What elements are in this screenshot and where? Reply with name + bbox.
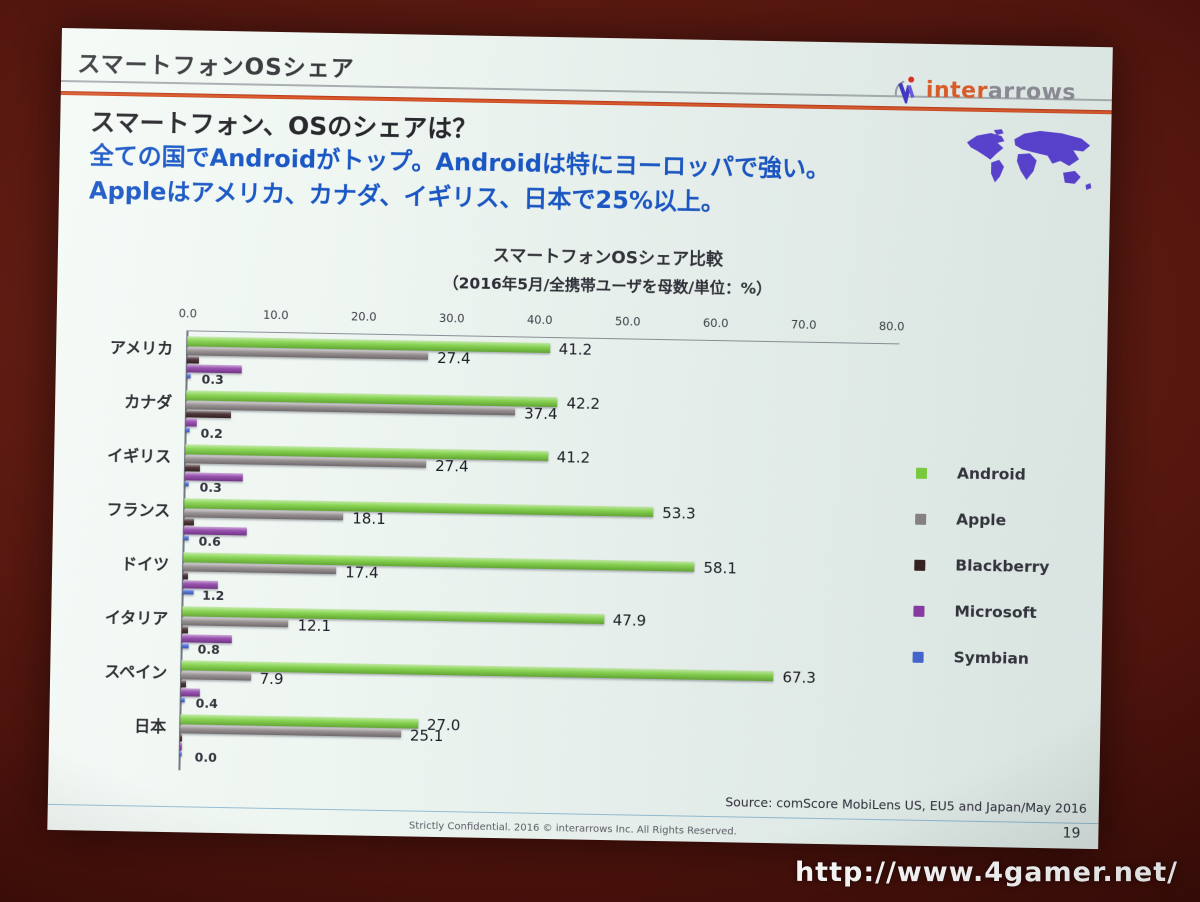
symbian-bar: [181, 643, 189, 649]
x-axis-tick: 10.0: [262, 307, 289, 323]
logo-wordmark: interarrows: [926, 77, 1077, 105]
symbian-bar: [186, 373, 191, 379]
slide-header-title: スマートフォンOSシェア: [77, 51, 355, 83]
blackberry-bar: [180, 680, 187, 688]
symbian-value-label: 1.2: [202, 587, 225, 604]
android-value-label: 53.3: [662, 504, 696, 523]
blackberry-bar: [186, 356, 200, 364]
x-axis-tick: 0.0: [178, 306, 198, 321]
apple-value-label: 12.1: [297, 616, 332, 636]
x-axis-tick: 30.0: [438, 310, 465, 326]
x-axis-tick: 60.0: [702, 315, 729, 331]
logo-text-inter: inter: [925, 77, 989, 104]
symbian-bar: [182, 589, 194, 595]
android-value-label: 67.3: [782, 668, 817, 687]
legend-item: Blackberry: [914, 556, 1050, 604]
apple-bar: [183, 563, 337, 575]
slide-surface: スマートフォンOSシェア interarrows スマートフ: [47, 28, 1113, 850]
apple-value-label: 27.4: [436, 348, 471, 368]
legend-label: Symbian: [953, 648, 1030, 668]
legend-swatch-android-icon: [915, 467, 928, 479]
symbian-value-label: 0.4: [195, 695, 218, 711]
x-axis-tick: 80.0: [878, 319, 905, 334]
blackberry-bar: [185, 410, 231, 419]
legend-swatch-microsoft-icon: [913, 605, 925, 617]
blackberry-bar: [183, 518, 194, 526]
blackberry-bar: [184, 464, 200, 472]
legend-label: Apple: [955, 510, 1007, 530]
android-value-label: 41.2: [556, 448, 591, 467]
x-axis-ticks: 0.0 10.0 20.0 30.0 40.0 50.0 60.0 70.0 80.0: [179, 306, 905, 335]
category-label: カナダ: [123, 392, 173, 413]
category-label: イタリア: [104, 607, 169, 629]
symbian-value-label: 0.8: [197, 641, 220, 657]
android-value-label: 47.9: [612, 611, 647, 630]
microsoft-bar: [179, 742, 182, 751]
x-axis-tick: 20.0: [350, 309, 377, 324]
android-value-label: 42.2: [566, 394, 601, 413]
blackberry-bar: [179, 734, 182, 742]
bar-chart-plot-area: アメリカ 41.2 27.4 0.3 カナダ 42.2 37.4 0.2 イギリス 41.2 27.…: [104, 330, 899, 789]
apple-value-label: 37.4: [523, 404, 558, 424]
apple-value-label: 17.4: [345, 563, 379, 582]
legend-label: Android: [956, 464, 1026, 484]
legend-item: Android: [915, 464, 1051, 512]
symbian-bar: [180, 697, 185, 703]
legend-label: Microsoft: [954, 602, 1037, 622]
x-axis-tick: 50.0: [614, 314, 641, 329]
symbian-value-label: 0.3: [199, 479, 222, 496]
x-axis-tick: 40.0: [526, 312, 553, 328]
category-label: フランス: [106, 499, 171, 521]
apple-value-label: 18.1: [352, 509, 386, 529]
apple-bar: [182, 617, 289, 628]
symbian-value-label: 0.6: [198, 533, 221, 549]
android-value-label: 58.1: [703, 558, 738, 578]
symbian-bar: [179, 751, 182, 757]
legend-swatch-blackberry-icon: [914, 559, 926, 571]
category-label: スペイン: [104, 661, 168, 683]
chart-legend: Android Apple Blackberry Microsoft Symbian: [912, 464, 1051, 696]
category-label: アメリカ: [109, 337, 174, 359]
category-label: ドイツ: [121, 554, 170, 575]
interarrows-logo: interarrows: [894, 75, 1077, 106]
blackberry-bar: [182, 572, 189, 580]
legend-item: Apple: [914, 510, 1050, 558]
symbian-bar: [185, 427, 190, 433]
apple-value-label: 7.9: [259, 669, 284, 689]
world-map-graphic: [966, 129, 1092, 190]
presentation-slide: スマートフォンOSシェア interarrows スマートフ: [47, 28, 1113, 850]
blackberry-bar: [181, 626, 189, 634]
microsoft-bar: [185, 418, 197, 427]
interarrows-logo-icon: [894, 76, 915, 104]
android-value-label: 41.2: [558, 340, 593, 359]
symbian-bar: [183, 535, 189, 541]
legend-swatch-apple-icon: [915, 513, 927, 525]
logo-text-arrows: arrows: [987, 78, 1077, 106]
page-number: 19: [1062, 825, 1081, 842]
symbian-bar: [184, 481, 189, 487]
source-note: Source: comScore MobiLens US, EU5 and Ja…: [725, 794, 1088, 816]
apple-bar: [184, 509, 344, 521]
apple-value-label: 27.4: [434, 456, 469, 476]
confidentiality-notice: Strictly Confidential. 2016 © interarrow…: [408, 820, 737, 838]
category-label: 日本: [134, 716, 167, 737]
legend-item: Microsoft: [913, 602, 1049, 650]
legend-item: Symbian: [912, 648, 1048, 696]
apple-value-label: 25.1: [409, 726, 444, 746]
category-label: イギリス: [106, 445, 172, 467]
apple-bar: [181, 671, 251, 681]
legend-label: Blackberry: [955, 556, 1050, 577]
symbian-value-label: 0.3: [201, 371, 224, 388]
symbian-value-label: 0.2: [200, 425, 223, 442]
watermark-url: http://www.4gamer.net/: [794, 857, 1178, 888]
legend-swatch-symbian-icon: [912, 651, 924, 663]
x-axis-tick: 70.0: [790, 317, 817, 332]
symbian-value-label: 0.0: [194, 749, 217, 765]
